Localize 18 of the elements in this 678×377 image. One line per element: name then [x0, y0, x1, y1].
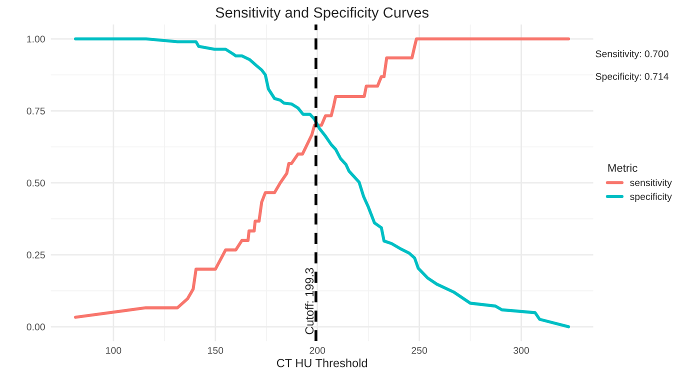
x-tick-label: 100	[106, 346, 122, 354]
x-tick-label: 300	[514, 346, 529, 354]
y-tick-label: 0.50	[26, 180, 45, 186]
legend-label: sensitivity	[630, 178, 672, 188]
y-tick-label: 0.00	[26, 324, 45, 330]
x-tick-label: 250	[412, 346, 428, 354]
x-axis-title: CT HU Threshold	[276, 358, 368, 368]
legend-label: specificity	[630, 192, 672, 202]
text: Sensitivity: 0.700	[596, 50, 668, 60]
y-tick-label: 0.25	[26, 252, 45, 258]
y-tick-label: 0.75	[26, 108, 45, 114]
x-tick-label: 200	[310, 346, 326, 354]
ref-line-label: Cutoff: 199.3	[304, 268, 314, 334]
y-tick-label: 1.00	[27, 36, 45, 43]
chart-title: Sensitivity and Specificity Curves	[216, 6, 429, 21]
legend-title: Metric	[608, 164, 638, 172]
x-tick-label: 150	[208, 346, 224, 354]
text: Specificity: 0.714	[596, 72, 668, 82]
